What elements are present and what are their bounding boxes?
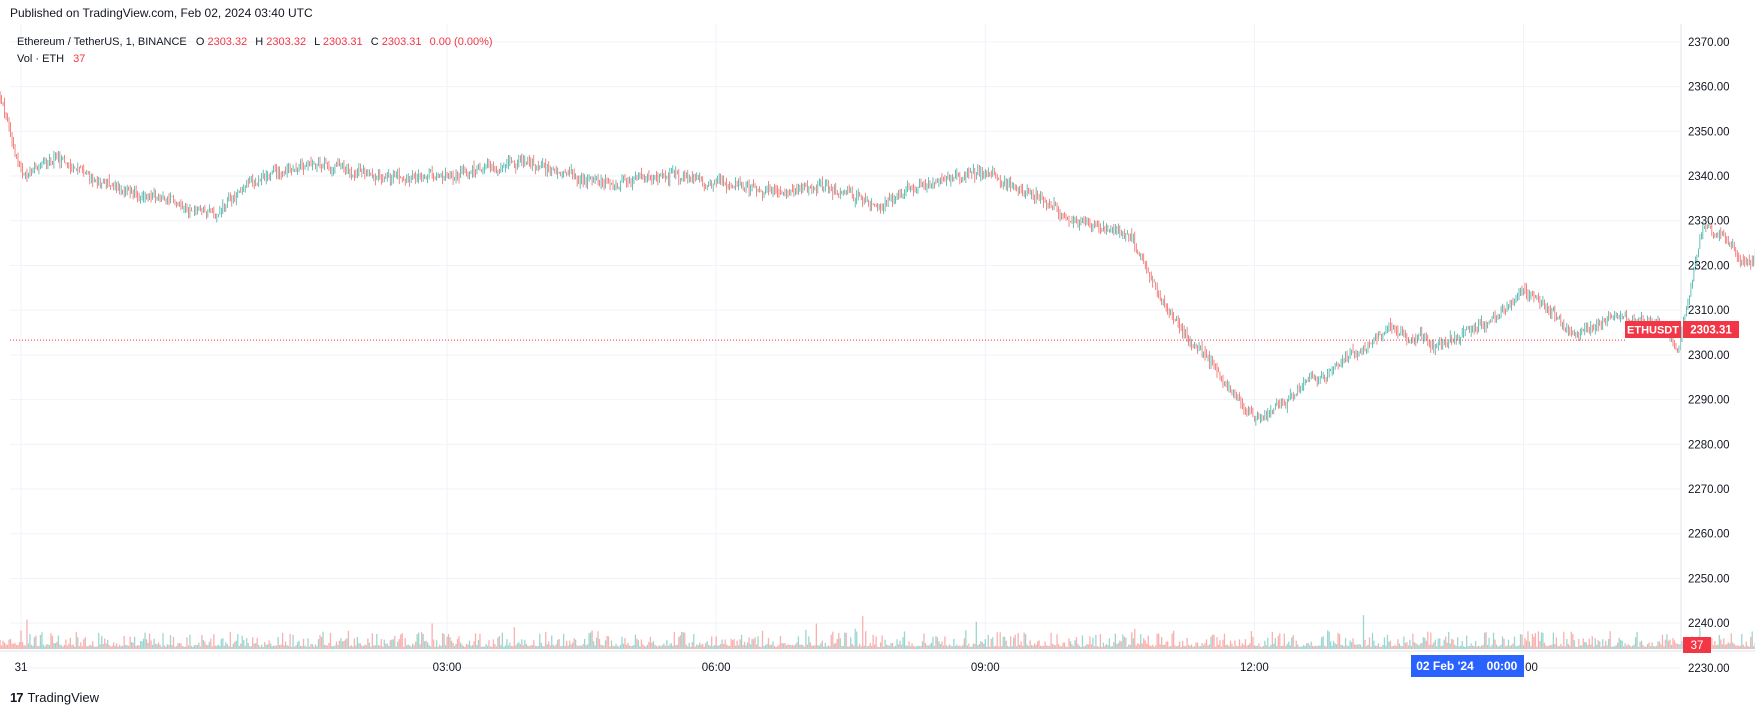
volume-bars [0, 615, 1755, 649]
published-info: Published on TradingView.com, Feb 02, 20… [10, 6, 313, 20]
candlesticks [0, 91, 1755, 426]
grid-lines [10, 24, 1680, 669]
